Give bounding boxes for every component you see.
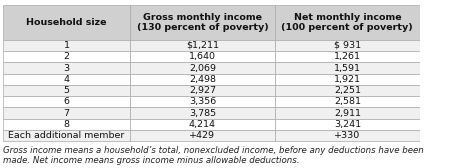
Text: Each additional member: Each additional member	[8, 131, 125, 140]
Bar	[3, 85, 130, 96]
Bar	[130, 74, 275, 85]
Text: 8: 8	[64, 120, 70, 129]
Text: 1,261: 1,261	[334, 52, 361, 61]
Text: 1,591: 1,591	[334, 64, 361, 73]
Bar	[3, 40, 130, 51]
Bar	[275, 51, 420, 62]
Bar	[130, 119, 275, 130]
Text: 7: 7	[64, 109, 70, 118]
Text: 3: 3	[64, 64, 70, 73]
Text: +429: +429	[190, 131, 215, 140]
Text: 1,640: 1,640	[189, 52, 216, 61]
Text: 2,911: 2,911	[334, 109, 361, 118]
Text: Household size: Household size	[26, 18, 107, 27]
Text: 2,251: 2,251	[334, 86, 361, 95]
Text: 2,069: 2,069	[189, 64, 216, 73]
Bar	[275, 85, 420, 96]
Bar	[275, 5, 420, 40]
Text: 2,581: 2,581	[334, 97, 361, 106]
Text: 3,241: 3,241	[334, 120, 361, 129]
Bar	[3, 119, 130, 130]
Bar	[130, 96, 275, 108]
Bar	[3, 5, 130, 40]
Bar	[275, 40, 420, 51]
Text: Gross income means a household’s total, nonexcluded income, before any deduction: Gross income means a household’s total, …	[3, 146, 424, 165]
Bar	[130, 40, 275, 51]
Text: 2: 2	[64, 52, 70, 61]
Text: 5: 5	[64, 86, 70, 95]
Bar	[130, 130, 275, 141]
Bar	[3, 74, 130, 85]
Bar	[3, 51, 130, 62]
Text: 3,356: 3,356	[189, 97, 216, 106]
Bar	[275, 96, 420, 108]
Text: 2,498: 2,498	[189, 75, 216, 84]
Text: 2,927: 2,927	[189, 86, 216, 95]
Text: 4,214: 4,214	[189, 120, 216, 129]
Text: 4: 4	[64, 75, 70, 84]
Text: +330: +330	[334, 131, 360, 140]
Text: 1: 1	[64, 41, 70, 50]
Bar	[3, 96, 130, 108]
Text: Gross monthly income
(130 percent of poverty): Gross monthly income (130 percent of pov…	[137, 13, 268, 32]
Bar	[275, 74, 420, 85]
Bar	[130, 85, 275, 96]
Text: 1,921: 1,921	[334, 75, 361, 84]
Bar	[130, 62, 275, 74]
Bar	[130, 5, 275, 40]
Text: 6: 6	[64, 97, 70, 106]
Bar	[130, 51, 275, 62]
Bar	[275, 62, 420, 74]
Bar	[275, 108, 420, 119]
Text: 3,785: 3,785	[189, 109, 216, 118]
Bar	[275, 130, 420, 141]
Text: Net monthly income
(100 percent of poverty): Net monthly income (100 percent of pover…	[282, 13, 413, 32]
Bar	[130, 108, 275, 119]
Text: $1,211: $1,211	[186, 41, 219, 50]
Bar	[275, 119, 420, 130]
Bar	[3, 130, 130, 141]
Bar	[3, 62, 130, 74]
Bar	[3, 108, 130, 119]
Text: $ 931: $ 931	[334, 41, 361, 50]
